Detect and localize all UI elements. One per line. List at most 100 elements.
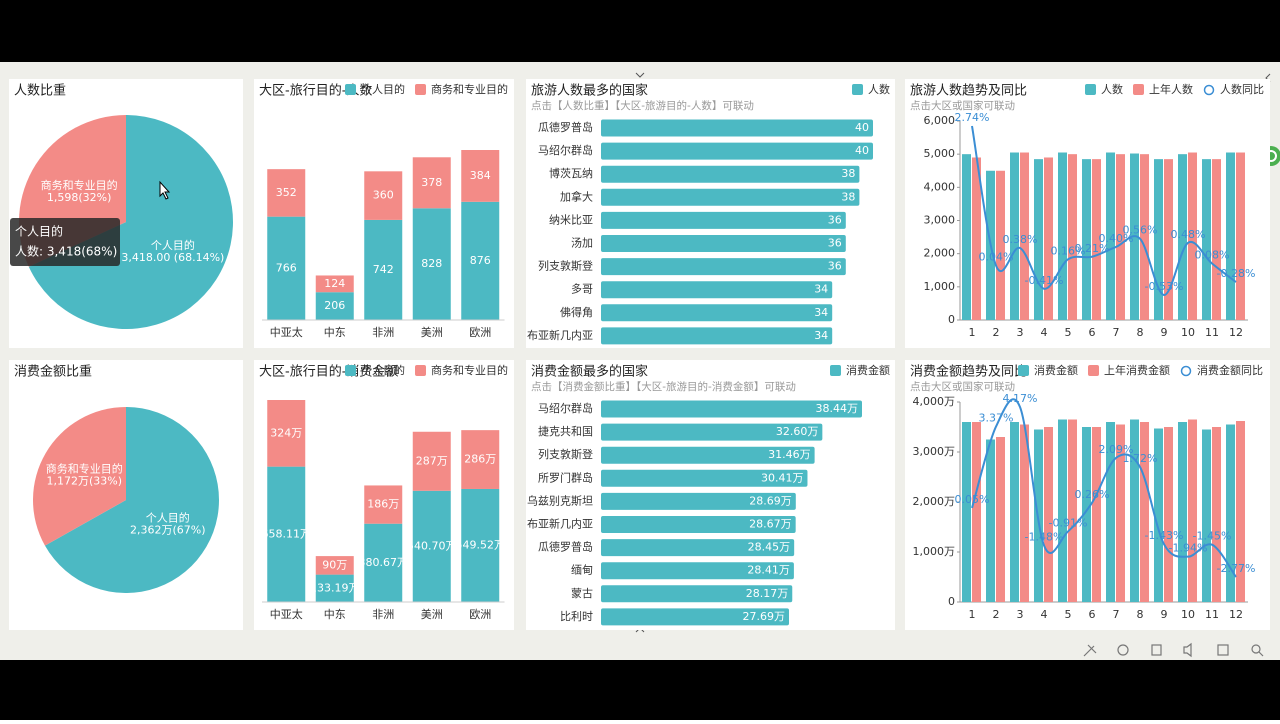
x-tick-label: 1 (969, 326, 976, 339)
bar-segment (267, 169, 306, 217)
legend-marker (852, 84, 863, 95)
chart-title: 旅游人数趋势及同比 (910, 83, 1027, 99)
bar-value-label: 28.41万 (747, 564, 790, 577)
bar-value-label: 186万 (367, 498, 399, 511)
legend-label: 上年消费金额 (1104, 363, 1170, 377)
x-tick-label: 非洲 (372, 608, 394, 621)
line-value-label: 0.40% (1099, 232, 1134, 245)
legend-label: 上年人数 (1149, 82, 1193, 96)
y-tick-label: 比利时 (560, 610, 593, 623)
bar (1068, 154, 1077, 320)
bar-value-label: 40 (855, 121, 869, 134)
bar (1044, 427, 1053, 602)
search-icon[interactable] (1251, 644, 1261, 654)
chart-title: 大区-旅行目的-人数 (259, 83, 372, 99)
x-tick-label: 7 (1113, 608, 1120, 621)
bar-value-label: 38 (841, 190, 855, 203)
y-tick-label: 列支敦斯登 (538, 447, 593, 461)
line-value-label: 2.74% (955, 111, 990, 124)
bar (1236, 152, 1245, 320)
bar (986, 439, 995, 602)
bar (1092, 159, 1101, 320)
x-tick-label: 9 (1161, 326, 1168, 339)
pin-icon[interactable] (1083, 644, 1097, 657)
legend-label: 人数 (1101, 83, 1123, 96)
x-tick-label: 美洲 (421, 608, 443, 621)
bar (601, 211, 846, 229)
x-tick-label: 中亚太 (270, 608, 303, 621)
bar-value-label: 352 (276, 186, 297, 199)
x-tick-label: 12 (1229, 326, 1243, 339)
bar-segment (267, 216, 306, 320)
pie-slice (28, 115, 233, 329)
legend-label: 商务和专业目的 (431, 82, 508, 96)
bar-value-label: 124 (324, 277, 345, 290)
chart-subtitle: 点击大区或国家可联动 (910, 380, 1015, 393)
collapse-arrow[interactable] (635, 72, 645, 78)
bar (996, 170, 1005, 320)
bar (1116, 154, 1125, 320)
bar-value-label: 324万 (270, 426, 302, 439)
bar-value-label: 28.67万 (749, 518, 792, 531)
window-icon[interactable] (1217, 644, 1229, 656)
bar (1154, 428, 1163, 602)
bar (601, 258, 846, 276)
refresh-icon[interactable] (1117, 644, 1129, 656)
bar-value-label: 876 (470, 254, 491, 267)
bar (601, 304, 833, 322)
y-tick-label: 纳米比亚 (549, 213, 593, 226)
legend-label: 个人目的 (361, 363, 405, 377)
bar-value-label: 206 (324, 299, 345, 312)
bar-value-label: 31.46万 (768, 448, 811, 461)
line-value-label: -1.94% (1169, 542, 1208, 555)
x-tick-label: 中东 (324, 326, 346, 339)
bar (1236, 421, 1245, 602)
bar (601, 165, 860, 183)
legend-marker (1133, 84, 1144, 95)
bar-value-label: 40 (855, 144, 869, 157)
bar (601, 585, 793, 603)
bar (601, 492, 796, 510)
bar (601, 142, 873, 160)
bar (601, 281, 833, 299)
line-value-label: 1.72% (1123, 452, 1158, 465)
bar (601, 539, 795, 557)
bar-value-label: 38 (841, 167, 855, 180)
x-tick-label: 5 (1065, 326, 1072, 339)
bar (1178, 154, 1187, 320)
bar-segment (267, 400, 306, 467)
delete-icon[interactable] (1151, 644, 1162, 656)
bar (1058, 419, 1067, 602)
chart-title: 旅游人数最多的国家 (531, 83, 648, 99)
bar-segment (315, 574, 354, 602)
bar-segment (315, 556, 354, 575)
trend-line (971, 125, 1237, 296)
legend-marker (1085, 84, 1096, 95)
bar-value-label: 28.45万 (748, 541, 791, 554)
y-tick-label: 0 (948, 595, 955, 608)
legend-marker (1180, 365, 1192, 377)
bar-value-label: 28.17万 (746, 587, 789, 600)
bar (601, 516, 796, 533)
x-tick-label: 9 (1161, 608, 1168, 621)
bar (1226, 424, 1235, 602)
y-tick-label: 博茨瓦纳 (549, 166, 593, 180)
y-tick-label: 汤加 (571, 236, 593, 250)
sound-icon[interactable] (1183, 642, 1192, 658)
slice-value: 2,362万(67%) (130, 523, 206, 536)
search-handle (1258, 651, 1264, 657)
x-tick-label: 10 (1181, 608, 1195, 621)
line-value-label: 0.04% (979, 251, 1014, 264)
pie-slice (44, 407, 220, 593)
cursor (159, 180, 171, 200)
y-tick-label: 2,000 (924, 247, 956, 260)
bar (1212, 427, 1221, 602)
line-value-label: -1.43% (1145, 529, 1184, 542)
y-tick-label: 6,000 (924, 114, 956, 127)
bar (1202, 159, 1211, 320)
y-tick-label: 缅甸 (571, 563, 593, 577)
bar (601, 423, 823, 441)
legend-marker (1018, 365, 1029, 376)
